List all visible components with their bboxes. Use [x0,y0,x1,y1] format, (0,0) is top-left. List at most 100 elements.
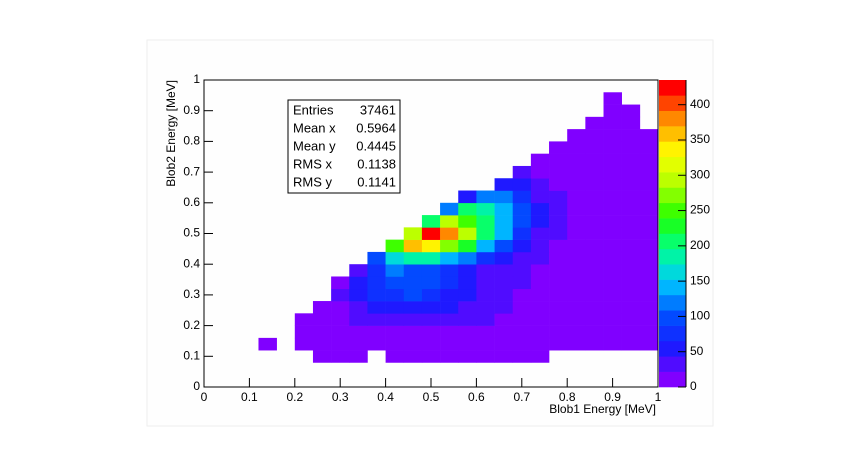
cell [512,202,532,216]
color-step [659,248,686,265]
cell [585,178,604,191]
cell [421,337,441,351]
cell [385,264,405,277]
cell [512,215,532,228]
cell [476,313,495,326]
cell [585,313,604,326]
cell [476,227,495,240]
y-tick-label: 0.3 [183,287,200,301]
cell [603,239,622,253]
cell [512,227,532,240]
cell [530,264,550,277]
cell [530,165,550,179]
cell [549,251,568,265]
cell [549,264,568,277]
cell [403,350,423,363]
cell [494,178,514,191]
cell [421,251,441,265]
cell [494,276,514,290]
cell [603,313,622,326]
cell [512,337,532,351]
stats-label: Mean x [293,120,336,135]
cell [530,337,550,351]
cell [603,141,622,154]
cell [603,153,622,167]
cell [440,288,459,302]
cell [294,337,314,351]
cell [639,215,659,228]
x-tick-label: 0.3 [332,390,349,404]
z-tick-label: 350 [690,132,710,146]
cell [440,350,459,363]
cell [385,288,405,302]
cell [530,301,550,314]
cell [494,202,514,216]
cell [476,276,495,290]
x-tick-label: 0.9 [604,390,621,404]
cell [512,276,532,290]
cell [458,239,477,253]
cell [440,337,459,351]
cell [585,215,604,228]
cell [639,227,659,240]
cell [403,337,423,351]
cell [512,190,532,204]
cell [530,215,550,228]
cell [639,251,659,265]
cell [603,276,622,290]
color-step [659,172,686,188]
cell [585,153,604,167]
color-step [659,310,686,326]
cell [385,337,405,351]
cell [512,325,532,339]
cell [312,325,332,339]
cell [567,337,586,351]
cell [639,178,659,191]
axes: 0 0.1 0.2 0.3 0.4 0.5 0.6 0.7 0.8 0.9 1 0 0.1 0.2 0.3 0… [183,72,661,404]
cell [567,227,586,240]
cell [476,202,495,216]
cell [494,190,514,204]
stats-box: Entries 37461 Mean x 0.5964 Mean y 0.4445 RMS … [287,99,401,194]
y-tick-label: 0.7 [183,164,200,178]
cell [421,239,441,253]
cell [440,227,459,240]
cell [549,276,568,290]
x-tick-label: 0.6 [468,390,485,404]
color-step [659,340,686,357]
cell [512,288,532,302]
y-tick-label: 1 [193,72,200,86]
z-tick-label: 150 [690,273,710,287]
cell [621,239,641,253]
cell [530,313,550,326]
cell [585,116,604,130]
cell [530,227,550,240]
cell [458,276,477,290]
cell [385,350,405,363]
cell [621,301,641,314]
cell [421,276,441,290]
cell [258,337,277,351]
cell [585,202,604,216]
cell [512,264,532,277]
cell [621,202,641,216]
stats-value: 0.1138 [357,156,396,171]
cell [567,215,586,228]
cell [639,129,659,142]
cell [621,153,641,167]
cell [331,288,350,302]
cell [585,165,604,179]
cell [549,141,568,154]
cell [567,301,586,314]
cell [639,325,659,339]
cell [403,276,423,290]
x-tick-label: 0.4 [377,390,394,404]
cell [639,141,659,154]
cell [549,301,568,314]
stats-label: Entries [293,102,334,117]
cell [603,325,622,339]
cell [639,313,659,326]
cell [567,251,586,265]
cell [639,190,659,204]
cell [494,288,514,302]
